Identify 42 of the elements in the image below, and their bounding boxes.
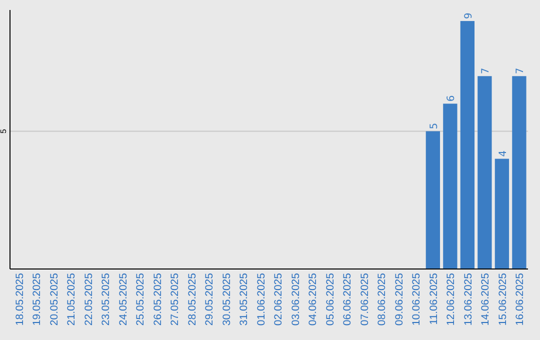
x-tick-label: 02.06.2025 [272, 272, 285, 326]
data-label: 4 [498, 150, 509, 157]
x-tick-label: 05.06.2025 [324, 272, 336, 326]
data-label: 9 [463, 12, 474, 20]
x-tick-label: 06.06.2025 [342, 272, 354, 326]
x-tick-label: 13.06.2025 [462, 272, 474, 326]
x-tick-label: 15.06.2025 [496, 272, 509, 326]
x-tick-label: 24.05.2025 [117, 272, 130, 326]
x-tick-label: 30.05.2025 [220, 272, 233, 326]
x-tick-label: 19.05.2025 [31, 272, 44, 326]
x-tick-label: 29.05.2025 [204, 272, 216, 326]
x-tick-label: 27.05.2025 [169, 272, 182, 326]
x-tick-label: 10.06.2025 [410, 272, 423, 326]
x-tick-label: 31.05.2025 [238, 272, 250, 326]
data-label: 6 [446, 95, 458, 102]
bar [443, 104, 458, 269]
bar [512, 76, 526, 269]
bar [460, 21, 475, 269]
x-tick-label: 18.05.2025 [14, 272, 26, 326]
data-label: 7 [480, 68, 492, 74]
bar [478, 76, 492, 269]
x-tick-label: 01.06.2025 [255, 272, 268, 326]
bar [494, 158, 510, 269]
data-label: 5 [428, 122, 440, 130]
x-tick-label: 26.05.2025 [152, 272, 164, 326]
x-tick-label: 08.06.2025 [376, 272, 388, 326]
bar [426, 131, 440, 269]
x-tick-label: 25.05.2025 [134, 272, 147, 326]
x-tick-label: 07.06.2025 [358, 272, 371, 326]
x-tick-label: 09.06.2025 [393, 272, 406, 326]
x-tick-label: 12.06.2025 [445, 272, 458, 326]
x-tick-label: 20.05.2025 [48, 272, 60, 326]
x-tick-label: 04.06.2025 [307, 272, 320, 326]
x-tick-label: 23.05.2025 [100, 272, 112, 326]
x-tick-label: 14.06.2025 [480, 272, 492, 326]
x-tick-label: 16.06.2025 [514, 272, 526, 326]
x-tick-label: 21.05.2025 [66, 272, 78, 326]
data-label: 7 [515, 68, 526, 74]
x-tick-label: 03.06.2025 [290, 272, 302, 326]
x-tick-label: 22.05.2025 [82, 272, 95, 326]
x-tick-label: 11.06.2025 [428, 272, 440, 325]
x-tick-label: 28.05.2025 [186, 272, 198, 326]
